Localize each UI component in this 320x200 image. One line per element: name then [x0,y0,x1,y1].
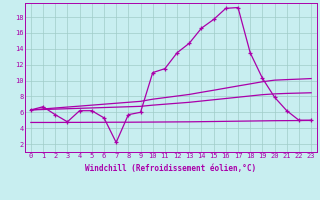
X-axis label: Windchill (Refroidissement éolien,°C): Windchill (Refroidissement éolien,°C) [85,164,257,173]
